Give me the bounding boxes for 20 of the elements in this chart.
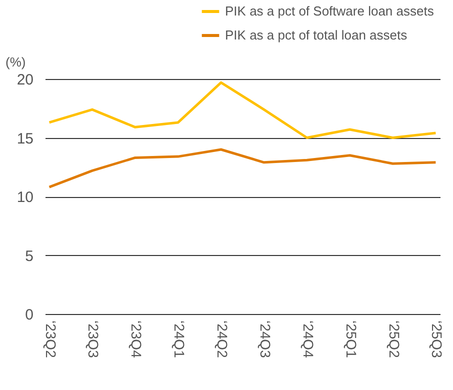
- line-series: [48, 81, 437, 139]
- x-tick-label: ‘25Q1: [343, 320, 360, 358]
- y-axis-title: (%): [6, 54, 26, 70]
- x-tick-label: ‘25Q3: [429, 320, 446, 358]
- legend-label: PIK as a pct of total loan assets: [225, 28, 408, 42]
- y-tick-label: 20: [16, 72, 34, 88]
- x-tick-label: ‘24Q4: [300, 320, 316, 358]
- y-tick-label: 0: [25, 306, 34, 324]
- x-tick-label: ‘24Q3: [257, 320, 274, 358]
- y-tick-label: 15: [16, 130, 34, 148]
- x-tick-label: ‘23Q4: [128, 320, 145, 358]
- y-tick-label: 10: [16, 189, 34, 206]
- x-tick-label: ‘24Q1: [172, 320, 188, 358]
- x-tick-label: ‘23Q3: [86, 320, 102, 358]
- x-tick-label: ‘24Q2: [214, 320, 231, 358]
- x-tick-label: ‘25Q2: [386, 320, 402, 358]
- y-tick-label: 5: [25, 248, 34, 265]
- x-tick-label: ‘23Q2: [42, 320, 59, 358]
- line-series: [48, 148, 437, 188]
- legend-label: PIK as a pct of Software loan assets: [225, 4, 434, 18]
